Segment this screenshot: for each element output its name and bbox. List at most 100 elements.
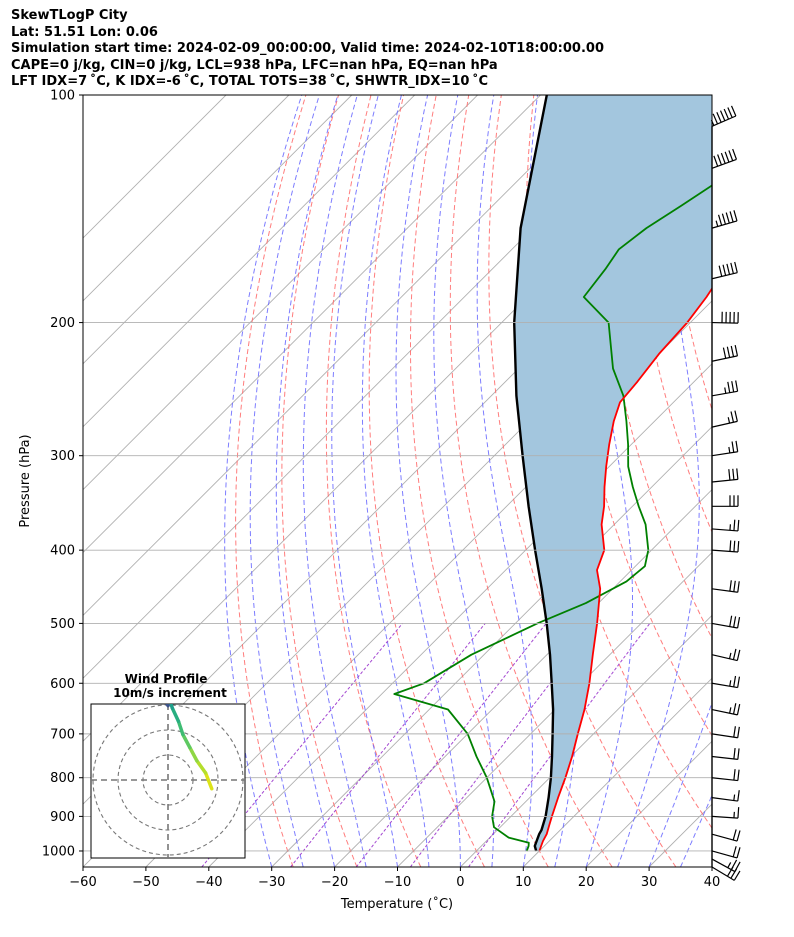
hodograph-trace-segment <box>170 706 181 724</box>
wind-barb <box>711 777 738 782</box>
moist-adiabat-line <box>224 95 303 867</box>
x-tick-label: −60 <box>69 875 96 890</box>
wind-barb-feather <box>732 846 737 858</box>
hodograph-trace-segment <box>158 643 159 656</box>
mixing-ratio-line <box>290 623 486 867</box>
isotherm-line <box>83 95 604 617</box>
wind-barbs <box>710 105 741 881</box>
dry-adiabat-line <box>281 95 358 867</box>
y-tick-label: 600 <box>50 677 75 692</box>
wind-barb-feather <box>725 212 730 224</box>
wind-barb-feather <box>737 581 740 593</box>
wind-barb-feather <box>737 519 740 531</box>
wind-barb-feather <box>737 790 740 802</box>
wind-barb-feather <box>737 617 741 629</box>
wind-barb <box>711 866 735 881</box>
wind-barb-feather <box>712 113 719 125</box>
y-tick-label: 900 <box>50 810 75 825</box>
wind-barb-feather <box>733 519 736 531</box>
wind-barb-feather <box>733 616 737 628</box>
y-tick-label: 1000 <box>42 844 75 859</box>
moist-adiabat-line <box>617 95 700 867</box>
isotherm-line <box>271 426 712 867</box>
wind-barb <box>711 755 738 760</box>
x-tick-label: 0 <box>456 875 464 890</box>
x-tick-label: 10 <box>515 875 532 890</box>
wind-barb-feather <box>728 469 731 481</box>
cin-cape-shading <box>514 95 712 851</box>
location-line: Lat: 51.51 Lon: 0.06 <box>11 24 158 40</box>
wind-barb-feather <box>733 675 737 687</box>
y-tick-label: 500 <box>50 617 75 632</box>
y-tick-label: 400 <box>50 544 75 559</box>
x-tick-label: −50 <box>132 875 159 890</box>
isotherm-line <box>83 95 353 365</box>
wind-barb-feather <box>713 155 719 167</box>
stability-indices-line: LFT IDX=7 ˚C, K IDX=-6 ˚C, TOTAL TOTS=38… <box>11 74 489 90</box>
wind-barb-half-feather <box>715 220 719 227</box>
hodograph-trace-segment <box>181 732 192 750</box>
moist-adiabat-line <box>395 95 461 867</box>
wind-barb-feather <box>722 347 727 359</box>
wind-barb-feather <box>736 703 741 715</box>
y-tick-label: 200 <box>50 316 75 331</box>
wind-barb-feather <box>733 870 741 881</box>
hodograph-trace-segment <box>203 771 214 791</box>
hodograph-trace-segment <box>151 644 153 653</box>
wind-barb-feather <box>732 648 737 660</box>
moist-adiabat-line <box>648 701 712 867</box>
wind-barb-feather <box>737 540 740 553</box>
y-axis-label: Pressure (hPa) <box>18 434 33 527</box>
wind-barb-feather <box>717 214 723 226</box>
hodograph-inset: Wind Profile 10m/s increment <box>90 630 246 859</box>
hodograph-trace-segment <box>195 759 208 775</box>
wind-barb-feather <box>731 441 735 453</box>
wind-barb-feather <box>726 263 731 275</box>
moist-adiabat-line <box>331 95 398 867</box>
mixing-ratio-line <box>468 623 651 867</box>
wind-barb-feather <box>735 380 739 392</box>
dry-adiabat-line <box>235 95 307 867</box>
instability-indices-line: CAPE=0 j/kg, CIN=0 j/kg, LCL=938 hPa, LF… <box>11 57 498 73</box>
moist-adiabat-line <box>433 95 495 867</box>
wind-barb-feather <box>734 861 741 872</box>
isotherm-line <box>83 95 290 302</box>
dry-adiabat-line <box>368 95 485 867</box>
dry-adiabat-line <box>663 95 712 412</box>
wind-barb-feather <box>726 346 731 358</box>
moist-adiabat-line <box>249 95 320 867</box>
isotherm-line <box>83 95 541 554</box>
wind-barb-feather <box>722 264 727 276</box>
wind-barb-feather <box>733 747 736 760</box>
x-tick-label: −10 <box>384 875 411 890</box>
hodograph-title: Wind Profile <box>125 672 208 686</box>
wind-barb-feather <box>730 411 735 423</box>
wind-barb-feather <box>729 580 732 592</box>
wind-barb-half-feather <box>729 707 732 714</box>
wind-barb-feather <box>730 105 737 117</box>
wind-barb <box>711 158 737 169</box>
y-tick-label: 800 <box>50 771 75 786</box>
moist-adiabat-line <box>361 95 430 867</box>
x-tick-label: −20 <box>321 875 348 890</box>
wind-barb-feather <box>731 381 735 393</box>
hodograph-trace-segment <box>188 745 199 763</box>
hodograph-trace-segment <box>157 630 159 643</box>
wind-barb-half-feather <box>729 680 732 687</box>
moist-adiabat-line <box>302 95 367 867</box>
wind-barb-feather <box>727 107 733 118</box>
wind-barb-feather <box>732 703 737 715</box>
y-tick-label: 300 <box>50 449 75 464</box>
x-tick-label: −30 <box>258 875 285 890</box>
wind-barb-feather <box>720 152 726 164</box>
y-axis-ticks: 1000 900 800 700 600 500 400 300 200 100 <box>42 89 83 859</box>
dry-adiabat-line <box>449 95 613 867</box>
wind-barb-feather <box>719 110 726 121</box>
wind-barb-half-feather <box>728 652 732 659</box>
isotherm-line <box>522 677 712 867</box>
wind-barb-feather <box>737 676 741 688</box>
wind-barb-half-feather <box>728 446 731 454</box>
station-title: SkewTLogP City <box>11 8 128 23</box>
wind-barb-feather <box>718 265 723 277</box>
wind-barb-feather <box>736 649 741 661</box>
